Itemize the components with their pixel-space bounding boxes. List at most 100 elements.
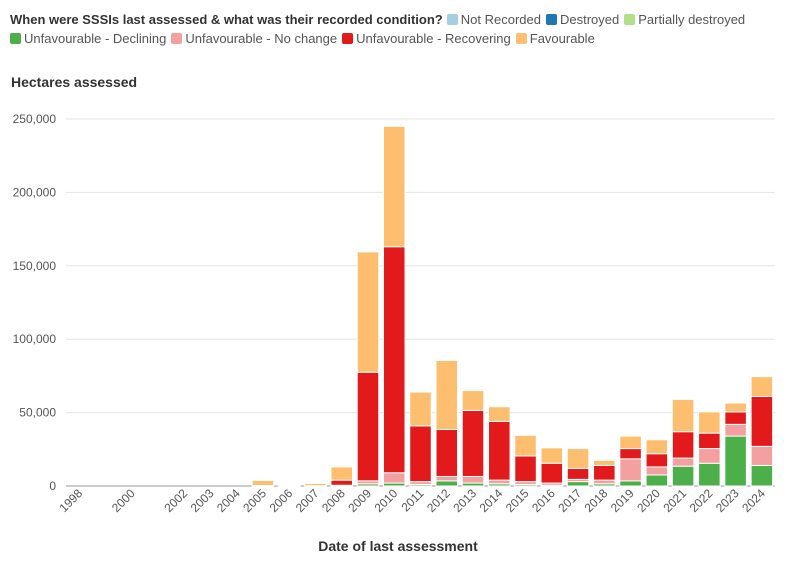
bar-segment-2010-unfavourable-no-change	[382, 472, 406, 484]
bar-segment-2020-unfavourable-no-change	[645, 466, 669, 476]
legend-item-unfavourable-no-change[interactable]: Unfavourable - No change	[171, 29, 337, 48]
legend: When were SSSIs last assessed & what was…	[10, 10, 786, 48]
bar-segment-2023-unfavourable-declining	[724, 435, 747, 487]
bar-segment-2013-unfavourable-no-change	[461, 475, 485, 484]
bar-segment-2022-unfavourable-no-change	[698, 448, 721, 464]
bar-segment-2011-favourable	[409, 391, 432, 427]
x-tick-label-2007: 2007	[293, 486, 322, 515]
bar-segment-2010-favourable	[382, 125, 406, 248]
bar-segment-2023-unfavourable-recovering	[724, 411, 747, 425]
bar-segment-2009-favourable	[356, 251, 380, 373]
x-tick-label-2019: 2019	[608, 486, 637, 515]
x-tick-label-2024: 2024	[739, 486, 768, 515]
y-tick-label-50000: 50,000	[19, 406, 56, 420]
bar-segment-2022-unfavourable-declining	[698, 462, 721, 487]
x-tick-label-2021: 2021	[660, 486, 689, 515]
bar-segment-2014-unfavourable-no-change	[488, 479, 511, 485]
x-tick-label-2006: 2006	[267, 486, 296, 515]
bar-segment-2019-favourable	[619, 435, 642, 450]
x-tick-label-2018: 2018	[582, 486, 611, 515]
legend-item-destroyed[interactable]: Destroyed	[545, 10, 620, 29]
legend-label-unfavourable-no-change: Unfavourable - No change	[185, 31, 338, 46]
x-tick-label-2004: 2004	[214, 486, 243, 515]
bar-segment-2020-unfavourable-declining	[645, 474, 669, 487]
bar-segment-2017-favourable	[566, 448, 590, 469]
bar-segment-2015-unfavourable-recovering	[514, 455, 537, 483]
legend-swatch-unfavourable-recovering	[342, 33, 354, 44]
legend-item-unfavourable-declining[interactable]: Unfavourable - Declining	[10, 29, 166, 48]
bar-segment-2019-unfavourable-recovering	[619, 448, 642, 460]
x-tick-label-2002: 2002	[162, 486, 191, 515]
legend-label-favourable: Favourable	[529, 31, 595, 46]
bar-segment-2018-unfavourable-recovering	[593, 464, 616, 481]
x-tick-label-2009: 2009	[345, 486, 374, 515]
bar-segment-2010-unfavourable-recovering	[382, 246, 406, 474]
bar-segment-2008-favourable	[330, 466, 353, 481]
bar-segment-2014-favourable	[488, 406, 511, 422]
y-axis-label: Hectares assessed	[11, 74, 138, 90]
bar-segment-2007-favourable	[304, 483, 327, 487]
bar-segment-2021-favourable	[671, 398, 695, 433]
legend-swatch-unfavourable-no-change	[171, 33, 183, 44]
legend-swatch-favourable	[515, 33, 527, 44]
bar-segment-2005-favourable	[251, 479, 275, 487]
bar-segment-2017-unfavourable-declining	[566, 481, 590, 487]
bar-segment-2021-unfavourable-declining	[671, 465, 695, 487]
bar-segment-2012-unfavourable-recovering	[435, 428, 459, 477]
x-tick-label-2022: 2022	[687, 486, 716, 515]
legend-swatch-unfavourable-declining	[10, 33, 21, 44]
bar-segment-2019-unfavourable-declining	[619, 480, 642, 487]
bar-segment-2013-favourable	[461, 390, 485, 411]
bar-segment-2015-favourable	[514, 434, 537, 457]
bar-segment-2014-unfavourable-recovering	[488, 420, 511, 481]
bar-segment-2012-unfavourable-no-change	[435, 475, 459, 482]
x-tick-label-2017: 2017	[555, 486, 584, 515]
bar-segment-2012-unfavourable-declining	[435, 480, 459, 487]
bar-segment-2018-favourable	[593, 459, 616, 466]
x-tick-label-2023: 2023	[713, 486, 742, 515]
bar-segment-2020-unfavourable-recovering	[645, 453, 669, 468]
bar-segment-2024-unfavourable-recovering	[750, 395, 774, 447]
bar-segment-2013-unfavourable-recovering	[461, 409, 485, 477]
legend-label-unfavourable-declining: Unfavourable - Declining	[24, 31, 167, 46]
y-tick-label-200000: 200,000	[13, 185, 57, 199]
x-tick-label-2005: 2005	[240, 486, 269, 515]
legend-item-not-recorded[interactable]: Not Recorded	[446, 10, 541, 29]
bar-segment-2024-unfavourable-declining	[750, 464, 774, 487]
legend-item-favourable[interactable]: Favourable	[515, 29, 595, 48]
y-tick-label-250000: 250,000	[13, 112, 57, 126]
legend-label-partially-destroyed: Partially destroyed	[638, 12, 746, 27]
bar-segment-2024-favourable	[750, 376, 774, 397]
legend-swatch-partially-destroyed	[624, 14, 636, 25]
legend-label-not-recorded: Not Recorded	[460, 12, 541, 27]
bar-segment-2021-unfavourable-recovering	[671, 431, 695, 459]
legend-swatch-not-recorded	[446, 14, 458, 25]
legend-label-unfavourable-recovering: Unfavourable - Recovering	[356, 31, 511, 46]
bar-segment-2024-unfavourable-no-change	[750, 445, 774, 466]
legend-item-partially-destroyed[interactable]: Partially destroyed	[624, 10, 745, 29]
bar-segment-2018-unfavourable-no-change	[593, 479, 616, 485]
x-tick-label-2012: 2012	[424, 486, 453, 515]
y-tick-label-100000: 100,000	[13, 332, 57, 346]
x-tick-label-2016: 2016	[529, 486, 558, 515]
legend-label-destroyed: Destroyed	[559, 12, 620, 27]
x-tick-label-2008: 2008	[319, 486, 348, 515]
bar-segment-2022-unfavourable-recovering	[698, 432, 721, 450]
x-tick-label-1998: 1998	[56, 486, 85, 515]
legend-item-unfavourable-recovering[interactable]: Unfavourable - Recovering	[342, 29, 511, 48]
x-tick-label-2020: 2020	[634, 486, 663, 515]
bar-segment-2011-unfavourable-recovering	[409, 425, 432, 483]
x-tick-label-2011: 2011	[398, 486, 426, 514]
y-tick-label-0: 0	[49, 479, 56, 493]
bar-segment-2023-favourable	[724, 402, 747, 413]
bar-segment-2023-unfavourable-no-change	[724, 423, 747, 437]
bar-segment-2012-favourable	[435, 359, 459, 430]
bar-segment-2016-favourable	[540, 447, 564, 464]
legend-swatch-destroyed	[545, 14, 557, 25]
x-axis-label: Date of last assessment	[318, 538, 478, 554]
bar-segment-2021-unfavourable-no-change	[671, 457, 695, 467]
bar-segment-2019-unfavourable-no-change	[619, 458, 642, 482]
x-tick-label-2000: 2000	[109, 486, 138, 515]
bar-segment-2022-favourable	[698, 411, 721, 434]
